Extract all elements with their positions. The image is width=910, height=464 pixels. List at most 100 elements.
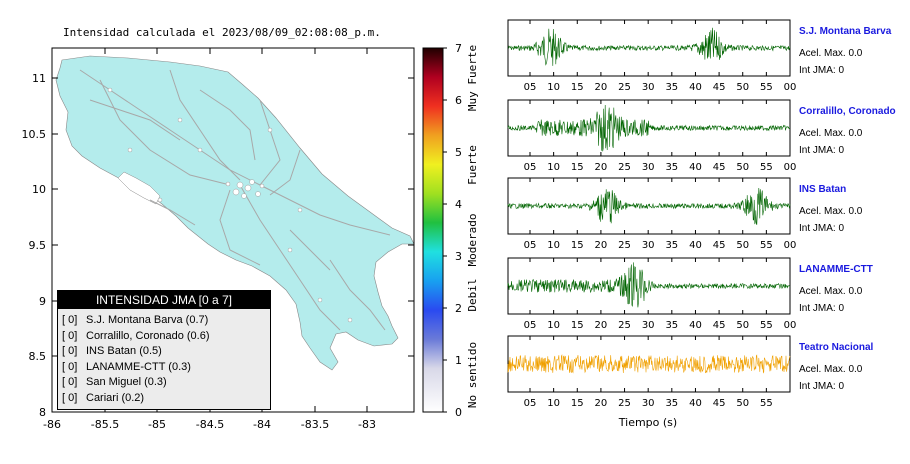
road-network: [79, 69, 391, 331]
station-jma-intensity: Int JMA: 0: [799, 145, 845, 156]
legend-level: [ 0]: [62, 329, 78, 342]
time-tick-label: 20: [595, 320, 608, 331]
time-tick-label: 40: [689, 398, 702, 409]
time-tick-label: 00: [784, 240, 797, 251]
waveform-trace: [507, 104, 791, 152]
seismogram: 05 10 15 20 25 30 35 40 45 50 55 00: [507, 19, 796, 93]
time-tick-label: 00: [784, 162, 797, 173]
station-name: Corralillo, Coronado: [799, 106, 896, 117]
time-tick-label: 40: [689, 162, 702, 173]
station-acel-max: Acel. Max. 0.0: [799, 206, 863, 217]
time-tick-label: 55: [760, 320, 773, 331]
legend-level: [ 0]: [62, 376, 78, 388]
lat-tick-label: 9: [39, 295, 46, 308]
lon-tick-label: -83: [358, 418, 376, 431]
lat-tick-label: 10: [32, 183, 46, 196]
station-jma-intensity: Int JMA: 0: [799, 223, 845, 234]
station-jma-intensity: Int JMA: 0: [799, 303, 845, 314]
colorbar-category-label: Muy Fuerte: [466, 45, 479, 111]
waveform-trace: [507, 354, 791, 374]
time-tick-label: 30: [642, 240, 655, 251]
legend-row: [ 0] INS Batan (0.5): [58, 344, 270, 360]
station-name: Teatro Nacional: [799, 342, 874, 353]
lat-tick-label: 8.5: [29, 350, 47, 363]
time-tick-label: 10: [547, 398, 560, 409]
map-title: Intensidad calculada el 2023/08/09_02:08…: [63, 26, 381, 39]
time-tick-label: 30: [642, 398, 655, 409]
colorbar-category-label: Debil: [466, 278, 479, 311]
seismogram-panel: 05 10 15 20 25 30 35 40 45 50 55 00 05 10 15 20 25 30 35 40…: [507, 19, 797, 409]
intensity-colorbar: 7 6 5 4 3 2 1 0 Muy Fuerte Fuerte Moderado Debil No…: [422, 42, 479, 419]
legend-level: [ 0]: [62, 314, 78, 326]
legend-station: S.J. Montana Barva (0.7): [86, 314, 209, 326]
time-tick-label: 25: [618, 82, 631, 93]
lon-tick-label: -86: [43, 418, 61, 431]
legend-row: [ 0] Corralillo, Coronado (0.6): [58, 329, 270, 345]
time-tick-label: 50: [736, 162, 749, 173]
time-tick-label: 20: [595, 162, 608, 173]
time-tick-label: 05: [524, 82, 537, 93]
time-tick-label: 30: [642, 320, 655, 331]
time-tick-label: 10: [547, 82, 560, 93]
legend-level: [ 0]: [62, 391, 78, 404]
legend-station: Corralillo, Coronado (0.6): [86, 329, 210, 342]
legend-station: Cariari (0.2): [86, 391, 145, 404]
time-tick-label: 25: [618, 162, 631, 173]
time-tick-label: 30: [642, 162, 655, 173]
time-tick-label: 45: [713, 398, 726, 409]
time-tick-label: 40: [689, 240, 702, 251]
seismogram: 05 10 15 20 25 30 35 40 45 50 55 00: [507, 99, 797, 173]
colorbar-tick-label: 7: [455, 42, 462, 55]
station-acel-max: Acel. Max. 0.0: [799, 364, 863, 375]
legend-station: INS Batan (0.5): [86, 345, 162, 357]
legend-row: [ 0] S.J. Montana Barva (0.7): [58, 313, 270, 329]
legend-row: [ 0] LANAMME-CTT (0.3): [58, 360, 270, 376]
time-tick-label: 05: [524, 240, 537, 251]
time-tick-label: 15: [571, 320, 584, 331]
time-tick-label: 35: [665, 162, 678, 173]
legend-row: [ 0] Cariari (0.2): [58, 391, 270, 407]
lon-tick-label: -85: [148, 418, 166, 431]
time-tick-label: 10: [547, 240, 560, 251]
legend-row: [ 0] San Miguel (0.3): [58, 375, 270, 391]
time-tick-label: 35: [665, 240, 678, 251]
waveform-trace: [507, 27, 791, 66]
intensity-legend: INTENSIDAD JMA [0 a 7] [ 0] S.J. Montana …: [57, 290, 271, 410]
station-acel-max: Acel. Max. 0.0: [799, 286, 863, 297]
legend-station: LANAMME-CTT (0.3): [86, 360, 191, 373]
time-tick-label: 25: [618, 240, 631, 251]
time-tick-label: 55: [760, 162, 773, 173]
colorbar-tick-label: 6: [455, 94, 462, 107]
waveform-trace: [507, 187, 791, 225]
colorbar-tick-label: 2: [455, 302, 462, 315]
time-tick-label: 20: [595, 240, 608, 251]
time-tick-label: 50: [736, 398, 749, 409]
lat-tick-label: 9.5: [29, 239, 47, 252]
time-tick-label: 55: [760, 240, 773, 251]
time-tick-label: 40: [689, 320, 702, 331]
latitude-axis: 11 10.5 10 9.5 9 8.5 8: [22, 72, 414, 419]
time-tick-label: 55: [760, 398, 773, 409]
colorbar-category-label: Fuerte: [466, 145, 479, 185]
lon-tick-label: -85.5: [91, 418, 119, 431]
time-tick-label: 35: [665, 320, 678, 331]
station-name: LANAMME-CTT: [799, 264, 873, 275]
colorbar-tick-label: 4: [455, 198, 462, 211]
colorbar-tick-label: 3: [455, 250, 462, 263]
seismogram: 05 10 15 20 25 30 35 40 45 50 55 00: [507, 177, 797, 251]
time-tick-label: 10: [547, 320, 560, 331]
station-jma-intensity: Int JMA: 0: [799, 65, 845, 76]
station-acel-max: Acel. Max. 0.0: [799, 128, 863, 139]
time-tick-label: 35: [665, 82, 678, 93]
time-tick-label: 30: [642, 82, 655, 93]
legend-level: [ 0]: [62, 360, 78, 373]
town-markers: [107, 87, 353, 323]
colorbar-tick-label: 0: [455, 406, 462, 419]
station-name: S.J. Montana Barva: [799, 26, 892, 37]
time-tick-label: 05: [524, 320, 537, 331]
time-tick-label: 15: [571, 162, 584, 173]
time-tick-label: 50: [736, 320, 749, 331]
time-tick-label: 15: [571, 240, 584, 251]
